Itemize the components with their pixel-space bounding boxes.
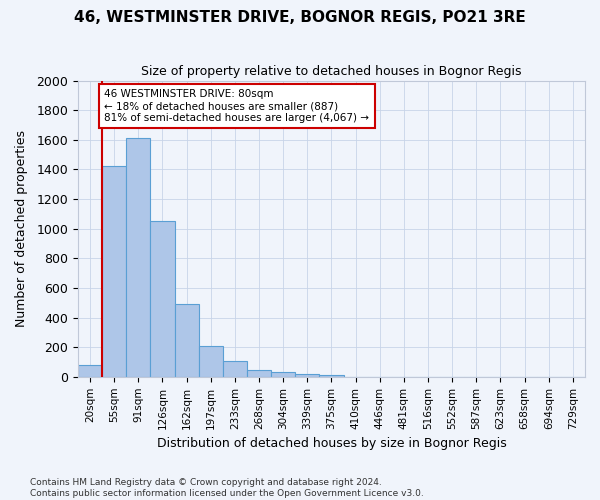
Bar bbox=[199, 346, 223, 377]
Bar bbox=[319, 374, 344, 377]
Text: 46, WESTMINSTER DRIVE, BOGNOR REGIS, PO21 3RE: 46, WESTMINSTER DRIVE, BOGNOR REGIS, PO2… bbox=[74, 10, 526, 25]
Text: 46 WESTMINSTER DRIVE: 80sqm
← 18% of detached houses are smaller (887)
81% of se: 46 WESTMINSTER DRIVE: 80sqm ← 18% of det… bbox=[104, 90, 370, 122]
Bar bbox=[126, 138, 151, 377]
Bar bbox=[247, 370, 271, 377]
Text: Contains HM Land Registry data © Crown copyright and database right 2024.
Contai: Contains HM Land Registry data © Crown c… bbox=[30, 478, 424, 498]
Bar bbox=[295, 374, 319, 377]
X-axis label: Distribution of detached houses by size in Bognor Regis: Distribution of detached houses by size … bbox=[157, 437, 506, 450]
Bar bbox=[151, 222, 175, 377]
Y-axis label: Number of detached properties: Number of detached properties bbox=[15, 130, 28, 327]
Title: Size of property relative to detached houses in Bognor Regis: Size of property relative to detached ho… bbox=[141, 65, 522, 78]
Bar bbox=[223, 362, 247, 377]
Bar bbox=[102, 166, 126, 377]
Bar bbox=[78, 365, 102, 377]
Bar bbox=[175, 304, 199, 377]
Bar bbox=[271, 372, 295, 377]
